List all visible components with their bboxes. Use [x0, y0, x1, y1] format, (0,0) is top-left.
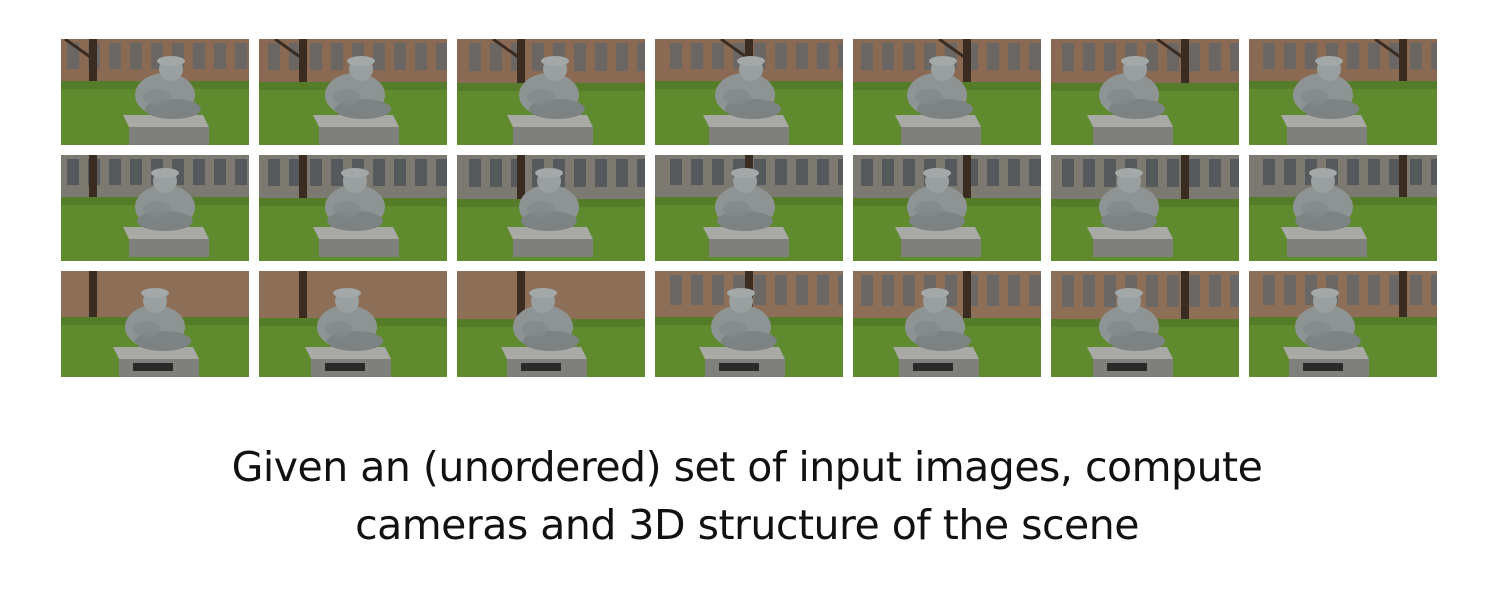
input-image-thumbnail: [61, 271, 249, 377]
caption-line-1: Given an (unordered) set of input images…: [231, 443, 1263, 491]
input-image-thumbnail: [1051, 155, 1239, 261]
input-image-thumbnail: [457, 271, 645, 377]
input-image-thumbnail: [655, 271, 843, 377]
input-image-thumbnail: [259, 155, 447, 261]
input-image-thumbnail: [655, 39, 843, 145]
input-image-thumbnail: [853, 271, 1041, 377]
input-image-thumbnail: [1249, 271, 1437, 377]
caption: Given an (unordered) set of input images…: [0, 438, 1494, 554]
input-image-thumbnail: [1249, 39, 1437, 145]
input-image-thumbnail: [61, 155, 249, 261]
caption-line-2: cameras and 3D structure of the scene: [355, 501, 1139, 549]
input-image-thumbnail: [1051, 39, 1239, 145]
input-image-thumbnail: [61, 39, 249, 145]
input-image-grid: [61, 39, 1437, 377]
input-image-thumbnail: [259, 39, 447, 145]
input-image-thumbnail: [457, 39, 645, 145]
input-image-thumbnail: [1051, 271, 1239, 377]
input-image-thumbnail: [853, 155, 1041, 261]
input-image-thumbnail: [853, 39, 1041, 145]
input-image-thumbnail: [655, 155, 843, 261]
input-image-thumbnail: [457, 155, 645, 261]
input-image-thumbnail: [1249, 155, 1437, 261]
input-image-thumbnail: [259, 271, 447, 377]
